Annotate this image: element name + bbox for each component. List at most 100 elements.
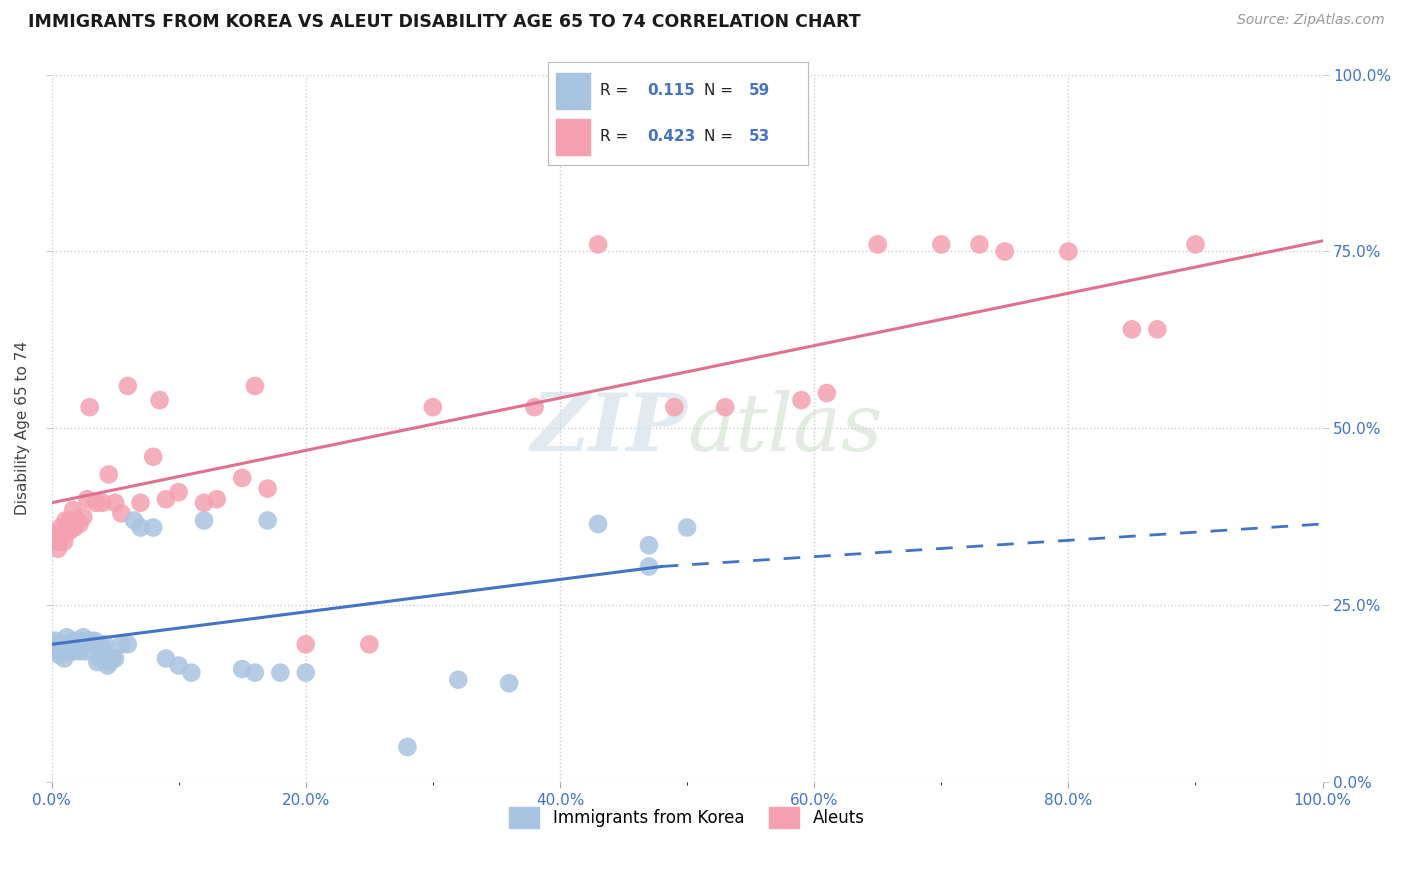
Point: [65, 513, 87, 527]
Point: [98, 655, 121, 669]
Point: [58, 644, 80, 658]
Point: [110, 507, 132, 521]
Point: [70, 637, 93, 651]
Point: [45, 640, 67, 655]
Text: 53: 53: [748, 128, 770, 144]
Point: [55, 630, 77, 644]
Point: [122, 513, 145, 527]
Point: [193, 496, 215, 510]
Point: [155, 492, 177, 507]
Point: [55, 513, 77, 527]
Point: [51, 527, 73, 541]
Point: [142, 450, 165, 464]
Text: N =: N =: [704, 83, 738, 97]
Point: [72, 630, 94, 644]
Text: atlas: atlas: [688, 390, 883, 467]
Point: [110, 637, 132, 651]
Text: R =: R =: [600, 128, 634, 144]
Point: [523, 401, 546, 415]
Point: [52, 644, 75, 658]
Point: [714, 401, 737, 415]
Point: [44, 633, 66, 648]
Point: [69, 644, 91, 658]
Point: [51, 640, 73, 655]
Point: [638, 559, 661, 574]
Point: [586, 237, 609, 252]
Point: [1057, 244, 1080, 259]
Point: [58, 524, 80, 538]
Y-axis label: Disability Age 65 to 74: Disability Age 65 to 74: [15, 342, 30, 516]
Point: [231, 471, 253, 485]
Point: [53, 651, 76, 665]
Point: [45, 527, 67, 541]
Point: [294, 665, 316, 680]
Point: [72, 510, 94, 524]
Text: N =: N =: [704, 128, 738, 144]
Point: [89, 651, 111, 665]
Point: [46, 541, 69, 556]
Point: [117, 379, 139, 393]
Point: [167, 485, 190, 500]
Point: [129, 496, 152, 510]
Point: [676, 520, 699, 534]
Point: [66, 637, 89, 651]
Point: [60, 637, 83, 651]
Text: 0.423: 0.423: [647, 128, 696, 144]
Point: [205, 492, 228, 507]
Point: [193, 513, 215, 527]
Point: [1146, 322, 1168, 336]
Point: [1184, 237, 1206, 252]
Point: [447, 673, 470, 687]
Point: [69, 633, 91, 648]
Point: [243, 665, 266, 680]
Point: [180, 665, 202, 680]
Point: [79, 633, 101, 648]
Point: [55, 637, 77, 651]
Point: [142, 520, 165, 534]
Legend: Immigrants from Korea, Aleuts: Immigrants from Korea, Aleuts: [503, 800, 872, 834]
Point: [83, 633, 105, 648]
Text: ZIP: ZIP: [530, 390, 688, 467]
Point: [101, 651, 124, 665]
Point: [790, 393, 813, 408]
Point: [994, 244, 1017, 259]
Point: [42, 637, 65, 651]
Point: [155, 651, 177, 665]
Point: [62, 644, 84, 658]
Point: [969, 237, 991, 252]
Point: [498, 676, 520, 690]
Point: [75, 644, 97, 658]
Point: [82, 637, 104, 651]
Point: [56, 637, 79, 651]
Point: [55, 520, 77, 534]
Point: [86, 655, 108, 669]
Point: [167, 658, 190, 673]
Point: [1121, 322, 1143, 336]
Point: [359, 637, 381, 651]
Point: [42, 534, 65, 549]
Bar: [557, 119, 591, 155]
Point: [49, 637, 72, 651]
Point: [59, 640, 82, 655]
Point: [59, 513, 82, 527]
Point: [129, 520, 152, 534]
Point: [148, 393, 170, 408]
Point: [97, 467, 120, 482]
Point: [638, 538, 661, 552]
Point: [94, 637, 117, 651]
Point: [96, 658, 118, 673]
Point: [49, 520, 72, 534]
Point: [84, 496, 107, 510]
Point: [65, 640, 87, 655]
Text: R =: R =: [600, 83, 638, 97]
Point: [256, 482, 278, 496]
Point: [66, 513, 89, 527]
Point: [76, 633, 98, 648]
Point: [60, 520, 83, 534]
Point: [73, 637, 96, 651]
Point: [53, 534, 76, 549]
Point: [104, 496, 127, 510]
Bar: [557, 73, 591, 109]
Point: [243, 379, 266, 393]
Point: [586, 516, 609, 531]
